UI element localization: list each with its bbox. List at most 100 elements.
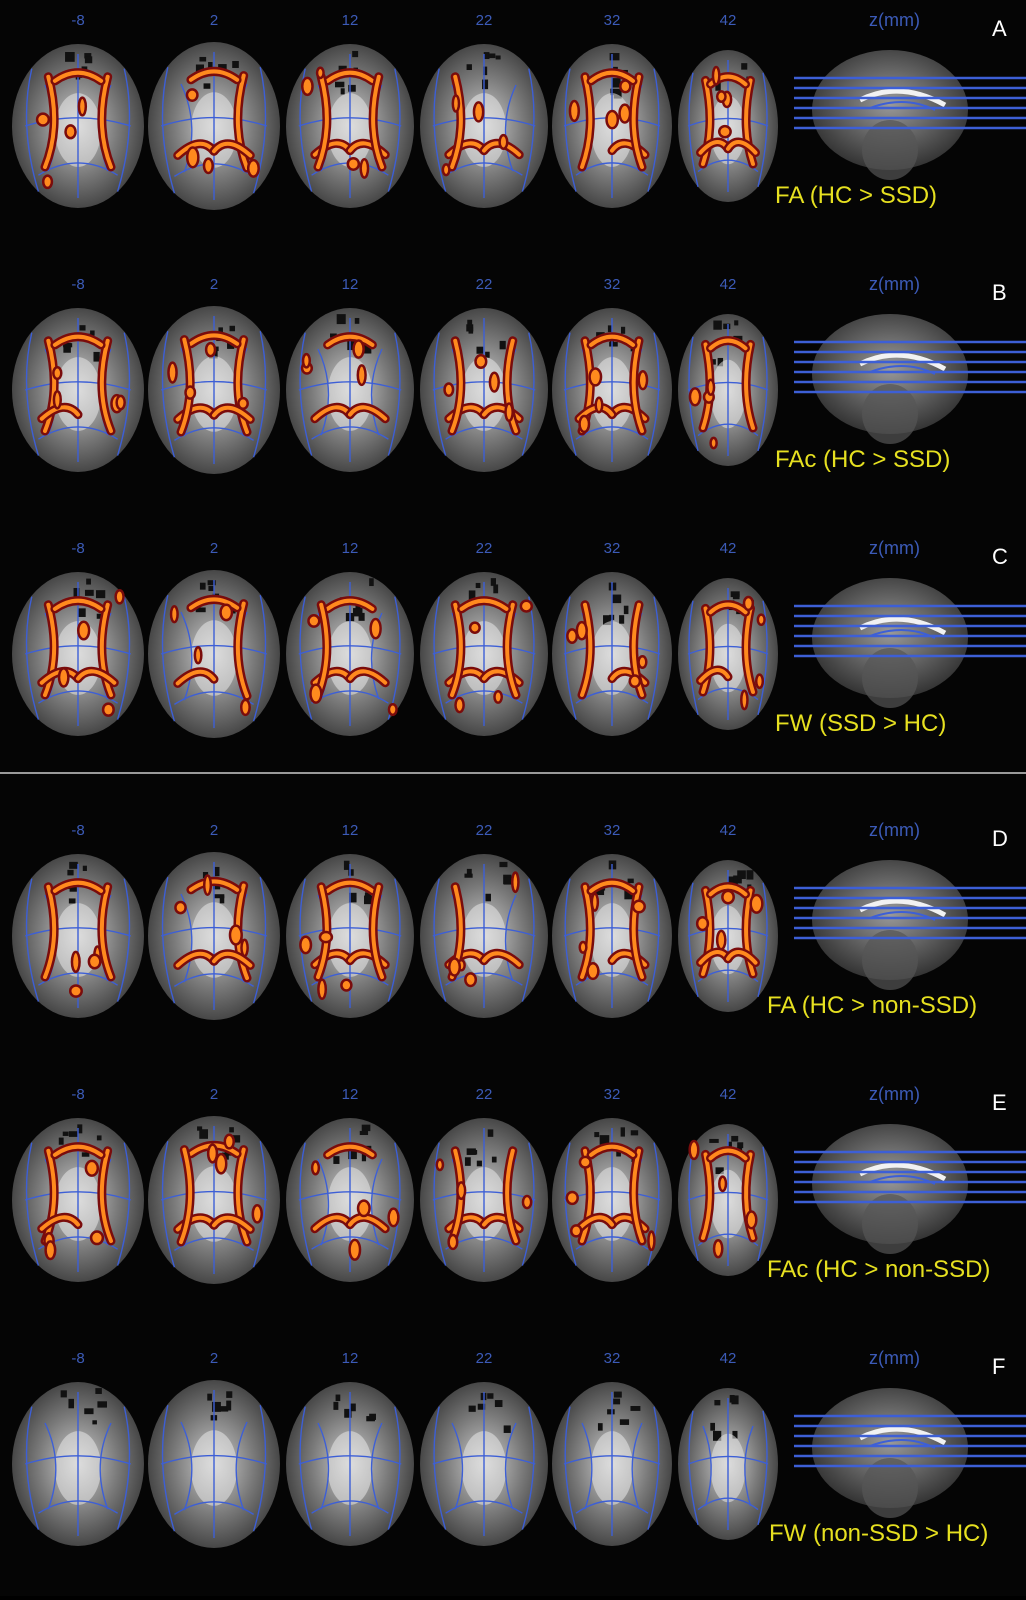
cluster-core: [325, 880, 375, 893]
slice-dark-patch: [348, 869, 354, 876]
slice-z-label: 42: [719, 540, 737, 557]
panel-letter: B: [992, 280, 1007, 305]
cluster-spot: [246, 158, 260, 178]
significant-cluster-group: [696, 595, 766, 711]
panel-image: [12, 570, 1026, 738]
cluster-core: [589, 880, 635, 893]
slice-dark-patch: [613, 1398, 621, 1405]
cluster-core: [589, 70, 635, 83]
cluster-core: [459, 598, 509, 611]
slice-dark-patch: [229, 1127, 234, 1133]
axial-slice: [286, 308, 414, 472]
slice-z-label: 22: [475, 540, 493, 557]
cluster-spot: [114, 588, 125, 605]
cluster-spot: [185, 146, 200, 169]
slice-z-label: 42: [719, 1086, 737, 1103]
cluster-spot: [356, 1199, 371, 1218]
panel-image: [12, 852, 1026, 1020]
slice-dark-patch: [68, 1398, 75, 1409]
slice-dark-patch: [199, 582, 206, 590]
axial-slice: [420, 1118, 548, 1282]
cluster-spot: [57, 667, 70, 688]
slice-dark-patch: [613, 1391, 622, 1398]
significant-cluster-group: [444, 596, 534, 714]
tbss-skeleton: [563, 1392, 661, 1536]
z-axis-label: z(mm): [869, 538, 920, 558]
cluster-core: [316, 74, 329, 169]
slice-z-label: 12: [341, 1350, 359, 1367]
cluster-core: [99, 884, 113, 979]
slice-z-label: -8: [71, 540, 85, 557]
tbss-skeleton: [24, 1392, 132, 1536]
slice-dark-patch: [333, 1401, 339, 1410]
cluster-spot: [578, 940, 588, 954]
slice-dark-patch: [361, 1124, 371, 1132]
slice-dark-patch: [627, 878, 634, 884]
significant-cluster-group: [300, 332, 390, 424]
slice-dark-patch: [335, 81, 345, 88]
slice-dark-patch: [731, 1135, 739, 1142]
cluster-core: [744, 342, 755, 430]
sagittal-reference-slice: [794, 860, 1026, 990]
slice-dark-patch: [488, 53, 496, 59]
cluster-spot: [456, 1181, 467, 1201]
slice-dark-patch: [630, 1130, 639, 1136]
significant-cluster-group: [40, 878, 116, 998]
cluster-core: [580, 884, 593, 979]
cluster-core: [99, 602, 113, 697]
slice-z-label: 2: [209, 822, 219, 839]
sagittal-brain: [812, 314, 968, 434]
slice-dark-patch: [60, 1390, 67, 1398]
slice-dark-patch: [468, 1405, 476, 1412]
cluster-core: [99, 74, 113, 169]
cluster-core: [701, 888, 712, 976]
cluster-spot: [340, 978, 353, 992]
slice-z-label: 22: [475, 822, 493, 839]
slice-dark-patch: [611, 78, 621, 88]
slice-dark-patch: [226, 1391, 233, 1398]
slice-dark-patch: [468, 590, 476, 600]
axial-slice: [678, 578, 778, 730]
slice-dark-patch: [348, 1149, 357, 1160]
cluster-spot: [637, 369, 649, 391]
axial-slice: [420, 854, 548, 1018]
slice-dark-patch: [77, 1124, 83, 1134]
slice-dark-patch: [349, 892, 357, 903]
axial-slice: [552, 854, 672, 1018]
slice-dark-patch: [207, 1393, 212, 1401]
slice-dark-patch: [464, 1157, 471, 1166]
axial-slice: [678, 1124, 778, 1276]
cluster-spot: [493, 689, 504, 704]
slice-z-label: 12: [341, 12, 359, 29]
slice-dark-patch: [84, 589, 94, 596]
cluster-spot: [711, 65, 721, 86]
slice-dark-patch: [336, 314, 346, 325]
cluster-spot: [578, 1155, 592, 1169]
slice-dark-patch: [603, 615, 611, 626]
cluster-spot: [578, 414, 591, 434]
panel-caption: FW (non-SSD > HC): [769, 1520, 989, 1547]
axial-slice: [148, 570, 280, 738]
cluster-spot: [115, 394, 126, 411]
panel-caption: FA (HC > non-SSD): [767, 992, 978, 1019]
cluster-spot: [454, 696, 465, 714]
cluster-spot: [575, 620, 588, 641]
panel-image: [12, 1116, 1026, 1284]
tbss-skeleton: [160, 1390, 268, 1538]
cluster-spot: [565, 1190, 579, 1206]
cluster-spot: [359, 158, 370, 179]
significant-cluster-group: [299, 878, 390, 1000]
cluster-spot: [468, 621, 481, 634]
slice-z-label: 12: [341, 822, 359, 839]
cluster-core: [52, 334, 104, 347]
tbss-skeleton: [298, 1392, 402, 1536]
cluster-spot: [101, 702, 115, 717]
slice-dark-patch: [494, 1400, 503, 1408]
cluster-spot: [712, 1238, 724, 1259]
cluster-spot: [749, 893, 764, 914]
cluster-core: [188, 69, 240, 82]
panel-image: [12, 306, 1026, 474]
cluster-spot: [568, 99, 580, 123]
cluster-core: [235, 1147, 249, 1244]
slice-position-lines: [794, 1150, 1026, 1204]
